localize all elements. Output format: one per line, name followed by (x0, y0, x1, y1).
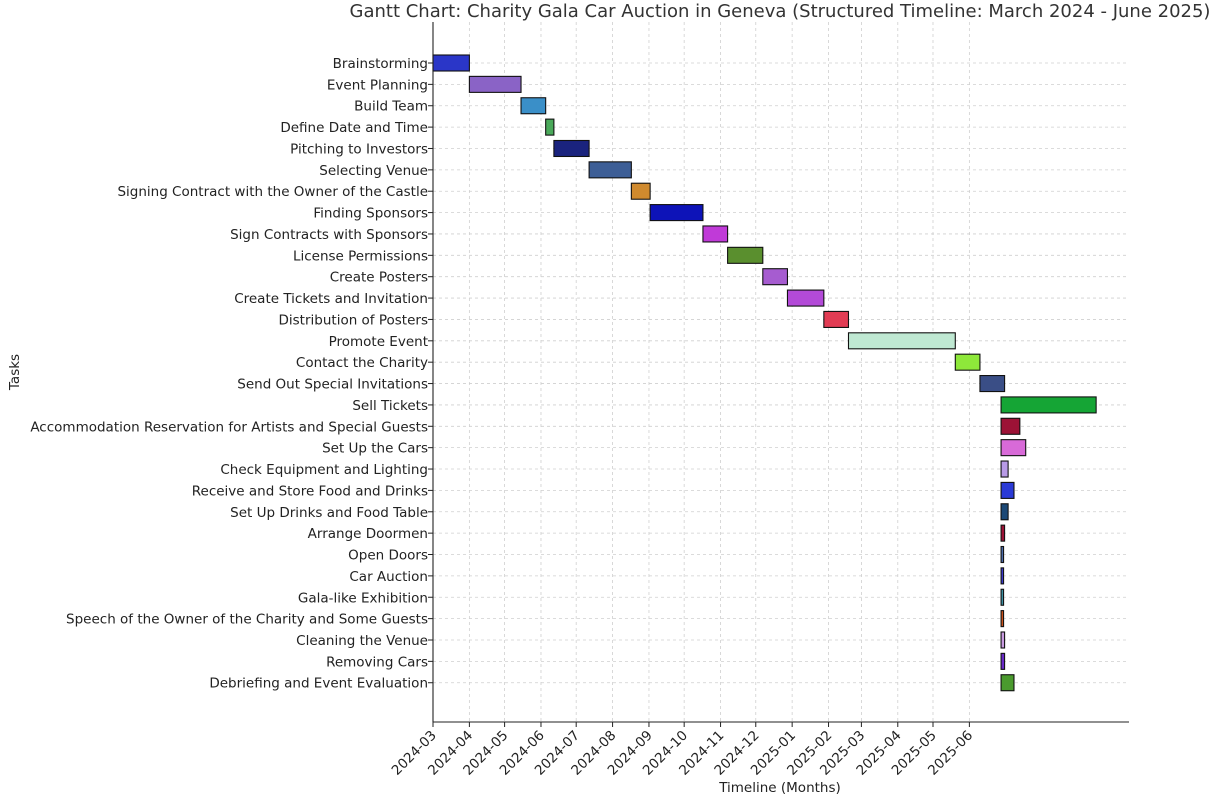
task-label: Debriefing and Event Evaluation (209, 676, 428, 692)
x-axis-label: Timeline (Months) (718, 780, 841, 796)
y-axis-label: Tasks (7, 354, 23, 391)
task-label: Set Up Drinks and Food Table (230, 505, 428, 521)
grid-layer (428, 22, 1129, 727)
task-label: Accommodation Reservation for Artists an… (30, 419, 428, 435)
task-bar (468, 75, 522, 93)
task-bar (786, 289, 825, 307)
task-bar (630, 182, 651, 200)
task-bar (1000, 503, 1009, 521)
task-label: Send Out Special Invitations (237, 377, 428, 393)
task-label: Gala-like Exhibition (298, 590, 428, 606)
task-bar (954, 353, 981, 371)
task-label: Contact the Charity (296, 355, 428, 371)
task-bar (762, 268, 789, 286)
task-bar (520, 97, 547, 115)
task-bar (1000, 524, 1006, 542)
task-bar (1000, 396, 1097, 414)
task-label: Check Equipment and Lighting (220, 462, 428, 478)
task-label: Promote Event (329, 334, 428, 350)
task-label: Build Team (354, 99, 428, 115)
task-label: Receive and Store Food and Drinks (192, 483, 428, 499)
task-bar (1000, 588, 1005, 606)
task-label: Arrange Doormen (308, 526, 428, 542)
task-label: Distribution of Posters (279, 312, 429, 328)
task-bar (1000, 481, 1015, 499)
task-label: Brainstorming (333, 56, 428, 72)
task-label: License Permissions (293, 248, 428, 264)
task-label: Car Auction (349, 569, 428, 585)
task-bar (1000, 545, 1005, 564)
task-bar (545, 118, 555, 136)
task-label: Sign Contracts with Sponsors (230, 227, 428, 243)
task-label: Cleaning the Venue (296, 633, 428, 649)
task-labels: Brainstorming Event Planning Build Team Def… (30, 56, 428, 692)
task-bar (727, 246, 764, 264)
task-label: Open Doors (348, 548, 428, 564)
task-label: Removing Cars (326, 654, 428, 670)
task-bar (979, 374, 1006, 393)
task-bar (1000, 460, 1009, 478)
task-bar (1000, 631, 1006, 649)
task-label: Signing Contract with the Owner of the C… (117, 184, 428, 200)
task-bar (702, 225, 729, 243)
task-label: Create Posters (330, 270, 428, 286)
task-label: Sell Tickets (352, 398, 428, 414)
task-bar (1000, 652, 1006, 670)
task-label: Define Date and Time (280, 120, 428, 136)
task-bar (649, 204, 704, 222)
task-label: Pitching to Investors (290, 141, 428, 157)
task-label: Selecting Venue (319, 163, 428, 179)
task-label: Set Up the Cars (322, 441, 428, 457)
x-tick-labels: 2024-032024-042024-052024-062024-072024-… (389, 728, 977, 779)
task-bar (553, 139, 590, 158)
task-bar (1000, 674, 1015, 692)
task-bar (823, 310, 850, 328)
task-bar (1000, 567, 1005, 585)
task-label: Event Planning (327, 77, 428, 93)
bars-layer (432, 54, 1097, 692)
task-bar (1000, 439, 1027, 457)
task-bar (847, 332, 956, 350)
chart-title: Gantt Chart: Charity Gala Car Auction in… (350, 1, 1211, 22)
task-label: Create Tickets and Invitation (234, 291, 428, 307)
task-bar (588, 161, 632, 179)
task-bar (1000, 610, 1005, 628)
task-label: Finding Sponsors (313, 206, 428, 222)
task-label: Speech of the Owner of the Charity and S… (66, 612, 428, 628)
task-bar (1000, 417, 1021, 435)
task-bar (432, 54, 470, 72)
